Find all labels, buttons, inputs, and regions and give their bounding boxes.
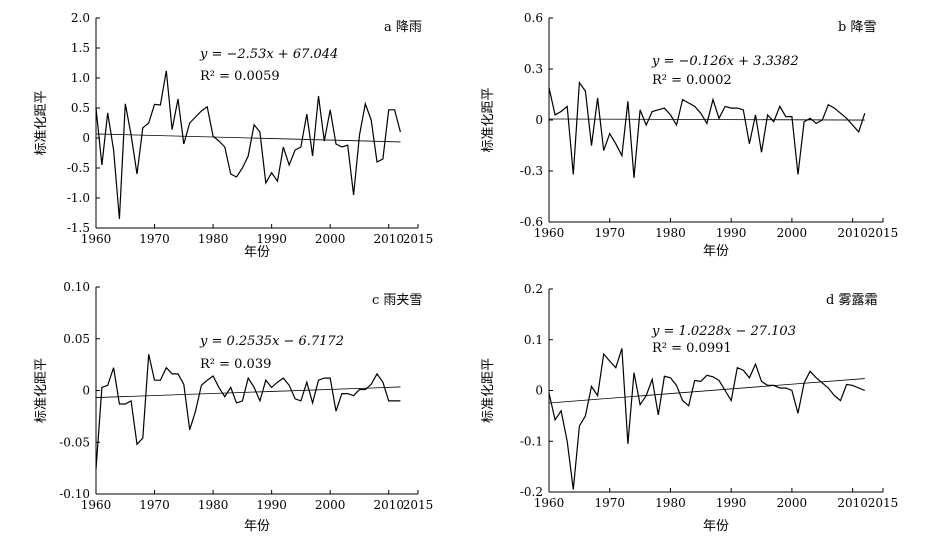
panel-title: d 雾露霜	[826, 293, 877, 308]
y-tick-label: -0.3	[520, 164, 543, 178]
y-tick-label: -0.6	[520, 215, 543, 229]
trend-equation: y = 0.2535x − 6.7172	[199, 334, 344, 349]
y-tick-label: 0.10	[63, 280, 90, 294]
y-tick-label: 0.3	[524, 62, 543, 76]
x-axis-label: 年份	[703, 244, 729, 259]
x-tick-label: 2015	[403, 498, 434, 512]
y-tick-label: -0.10	[59, 487, 90, 501]
y-tick-label: -0.2	[520, 485, 543, 499]
x-axis-label: 年份	[244, 519, 270, 534]
x-tick-label: 2015	[403, 232, 434, 246]
y-tick-label: 0	[82, 384, 90, 398]
x-tick-label: 2010	[373, 498, 404, 512]
panel-title: c 雨夹雪	[372, 293, 422, 308]
x-tick-label: 2000	[777, 226, 808, 240]
x-tick-label: 1960	[534, 496, 565, 510]
x-tick-label: 1990	[716, 496, 747, 510]
x-tick-label: 1990	[256, 232, 287, 246]
x-tick-label: 1970	[594, 226, 625, 240]
y-tick-label: 0	[82, 131, 90, 145]
x-tick-label: 1970	[139, 498, 170, 512]
series-line	[548, 348, 866, 490]
x-axis-label: 年份	[703, 519, 729, 534]
panel-title: a 降雨	[384, 20, 422, 35]
x-tick-label: 2000	[315, 498, 346, 512]
y-tick-label: 0.1	[524, 333, 543, 347]
series-line	[95, 70, 401, 220]
trend-line	[548, 378, 865, 404]
panel-title: b 降雪	[838, 20, 876, 35]
x-axis-label: 年份	[244, 245, 270, 260]
y-tick-label: 1.5	[71, 41, 90, 55]
x-tick-label: 2000	[315, 232, 346, 246]
trend-equation: y = −2.53x + 67.044	[199, 47, 338, 62]
y-tick-label: 0	[535, 384, 543, 398]
x-tick-label: 1990	[716, 226, 747, 240]
series-line	[95, 354, 401, 470]
y-axis-label: 标准化距平	[481, 358, 496, 423]
r-squared: R² = 0.0002	[652, 73, 732, 88]
y-axis-label: 标准化距平	[34, 90, 49, 155]
y-tick-label: -0.1	[520, 434, 543, 448]
x-tick-label: 1980	[655, 226, 686, 240]
x-tick-label: 1970	[139, 232, 170, 246]
trend-line	[95, 133, 401, 143]
trend-line	[548, 118, 865, 121]
x-tick-label: 1960	[81, 232, 112, 246]
y-tick-label: -0.5	[67, 161, 90, 175]
y-tick-label: 2.0	[71, 11, 90, 25]
x-tick-label: 1960	[81, 498, 112, 512]
x-tick-label: 1990	[256, 498, 287, 512]
y-tick-label: -0.05	[59, 435, 90, 449]
x-tick-label: 2015	[868, 496, 899, 510]
x-tick-label: 1960	[534, 226, 565, 240]
y-tick-label: -1.5	[67, 221, 90, 235]
x-tick-label: 1980	[198, 498, 229, 512]
x-tick-label: 1980	[655, 496, 686, 510]
r-squared: R² = 0.039	[200, 357, 271, 372]
y-axis-label: 标准化距平	[481, 87, 496, 152]
y-tick-label: -1.0	[67, 191, 90, 205]
y-tick-label: 0.2	[524, 282, 543, 296]
x-tick-label: 1980	[198, 232, 229, 246]
y-tick-label: 0.6	[524, 11, 543, 25]
y-tick-label: 0.05	[63, 332, 90, 346]
x-tick-label: 1970	[594, 496, 625, 510]
y-tick-label: 0.5	[71, 101, 90, 115]
x-tick-label: 2000	[777, 496, 808, 510]
y-tick-label: 1.0	[71, 71, 90, 85]
series-line	[548, 80, 866, 178]
x-tick-label: 2010	[837, 496, 868, 510]
r-squared: R² = 0.0059	[200, 69, 280, 84]
x-tick-label: 2010	[837, 226, 868, 240]
x-tick-label: 2010	[373, 232, 404, 246]
x-tick-label: 2015	[868, 226, 899, 240]
r-squared: R² = 0.0991	[652, 341, 732, 356]
y-axis-label: 标准化距平	[34, 358, 49, 423]
trend-equation: y = 1.0228x − 27.103	[651, 324, 796, 339]
y-tick-label: 0	[535, 113, 543, 127]
trend-equation: y = −0.126x + 3.3382	[651, 54, 799, 69]
trend-line	[95, 386, 401, 398]
